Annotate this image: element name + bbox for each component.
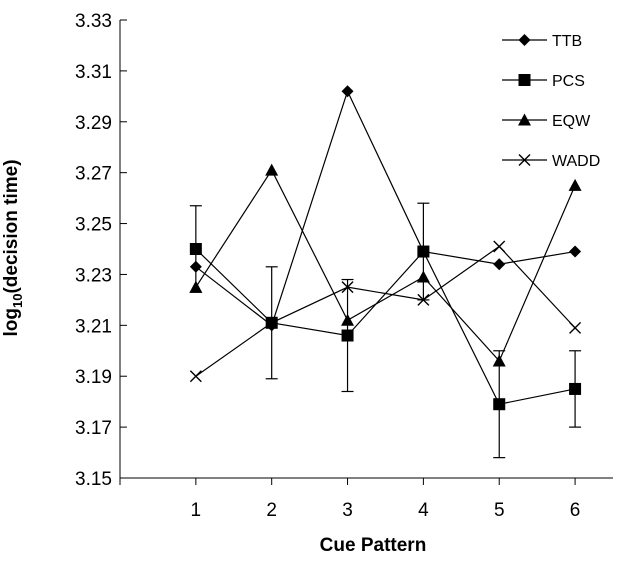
legend-label-eqw: EQW: [552, 113, 591, 130]
data-point-eqw: [265, 163, 279, 176]
y-tick-label: 3.33: [75, 11, 112, 32]
legend-item-eqw: EQW: [502, 113, 591, 130]
x-tick-label: 5: [494, 500, 505, 521]
data-point-eqw: [189, 280, 203, 293]
legend-label-wadd: WADD: [552, 153, 600, 170]
x-marker-stroke: [569, 321, 582, 334]
x-tick-label: 3: [342, 500, 353, 521]
x-tick-label: 6: [570, 500, 581, 521]
series-lines: [195, 89, 576, 405]
series-markers: [189, 85, 582, 411]
x-marker-stroke: [518, 154, 531, 166]
x-marker-stroke: [265, 316, 278, 329]
y-tick-label: 3.29: [75, 113, 112, 134]
data-point-pcs: [569, 382, 582, 395]
series-line-ttb: [195, 89, 576, 327]
series-line-eqw: [195, 168, 576, 363]
legend-marker-wadd: [518, 154, 531, 166]
x-axis-title: Cue Pattern: [320, 535, 427, 556]
x-tick-label: 4: [418, 500, 429, 521]
data-point-pcs: [493, 398, 506, 411]
legend-marker-ttb: [518, 34, 531, 46]
legend-label-pcs: PCS: [552, 73, 585, 90]
y-axis-title-main: log: [1, 308, 22, 337]
x-marker-stroke: [341, 281, 354, 294]
data-point-wadd: [417, 293, 430, 306]
legend-marker-eqw: [518, 113, 531, 126]
data-point-ttb: [189, 260, 202, 273]
y-tick-label: 3.31: [75, 62, 112, 83]
data-point-ttb: [341, 85, 354, 98]
legend-item-ttb: TTB: [502, 33, 582, 50]
legend-marker-pcs: [518, 74, 531, 86]
legend-item-pcs: PCS: [502, 73, 585, 90]
y-tick-label: 3.23: [75, 265, 112, 286]
y-tick-label: 3.27: [75, 164, 112, 185]
data-point-wadd: [265, 316, 278, 329]
y-axis-title-subscript: 10: [10, 294, 25, 308]
y-tick-label: 3.15: [75, 469, 112, 490]
axes: 3.15 3.17 3.19 3.21 3.23 3.25 3.27 3.29 3.31 3.33…: [75, 11, 613, 521]
y-axis-title: log10(decision time): [1, 159, 25, 336]
data-point-wadd: [189, 370, 202, 383]
data-point-eqw: [416, 270, 430, 283]
y-tick-label: 3.19: [75, 367, 112, 388]
error-bars: [189, 202, 582, 459]
y-axis-title-rest: (decision time): [1, 159, 22, 293]
y-tick-label: 3.25: [75, 215, 112, 236]
data-point-pcs: [341, 329, 354, 342]
data-point-wadd: [341, 281, 354, 294]
x-marker-stroke: [189, 370, 202, 383]
data-point-wadd: [569, 321, 582, 334]
data-point-eqw: [568, 178, 582, 191]
legend: TTB PCS EQW WADD: [502, 33, 600, 170]
data-point-ttb: [493, 258, 506, 271]
y-tick-label: 3.17: [75, 418, 112, 439]
x-marker-stroke: [417, 293, 430, 306]
series-line-pcs: [195, 248, 576, 405]
data-point-eqw: [341, 313, 355, 326]
data-point-eqw: [492, 354, 506, 367]
x-marker-stroke: [493, 240, 506, 253]
legend-item-wadd: WADD: [502, 153, 600, 170]
legend-label-ttb: TTB: [552, 33, 582, 50]
data-point-ttb: [569, 245, 582, 258]
y-tick-label: 3.21: [75, 316, 112, 337]
data-point-wadd: [493, 240, 506, 253]
x-tick-label: 1: [191, 500, 202, 521]
data-point-pcs: [417, 245, 430, 258]
series-line-wadd: [195, 245, 576, 377]
x-tick-label: 2: [266, 500, 277, 521]
data-point-pcs: [189, 243, 202, 255]
